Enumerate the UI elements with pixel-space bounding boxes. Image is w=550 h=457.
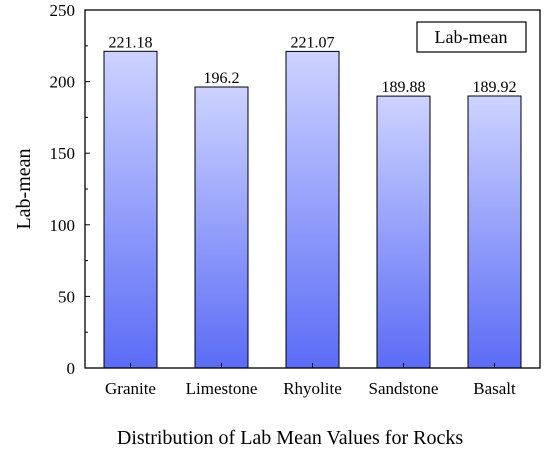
y-tick-label: 100 xyxy=(50,216,76,235)
data-labels-group: 221.18 196.2 221.07 189.88 189.92 xyxy=(109,34,517,96)
bar-sandstone xyxy=(376,95,431,369)
data-label-sandstone: 189.88 xyxy=(382,79,426,96)
bars-group xyxy=(103,50,522,369)
data-label-rhyolite: 221.07 xyxy=(291,34,335,51)
bar-limestone xyxy=(194,86,249,369)
x-axis-tick-labels: Granite Limestone Rhyolite Sandstone Basalt xyxy=(105,379,516,398)
x-tick-label-sandstone: Sandstone xyxy=(369,379,439,398)
data-label-granite: 221.18 xyxy=(109,34,153,51)
bar-basalt xyxy=(467,95,522,369)
x-axis-ticks xyxy=(130,363,495,368)
y-tick-label: 0 xyxy=(67,359,76,378)
x-tick-label-granite: Granite xyxy=(105,379,156,398)
y-axis-title: Lab-mean xyxy=(13,148,35,229)
y-tick-label: 200 xyxy=(50,73,76,92)
x-tick-label-limestone: Limestone xyxy=(186,379,258,398)
data-label-basalt: 189.92 xyxy=(473,79,517,96)
x-tick-label-basalt: Basalt xyxy=(473,379,516,398)
bar-rhyolite xyxy=(285,50,340,369)
x-axis-title: Distribution of Lab Mean Values for Rock… xyxy=(117,427,463,449)
y-axis-ticks xyxy=(85,9,90,369)
legend: Lab-mean xyxy=(416,21,527,53)
bar-granite xyxy=(103,50,158,369)
y-tick-label: 250 xyxy=(50,1,76,20)
legend-box xyxy=(416,21,527,53)
x-tick-label-rhyolite: Rhyolite xyxy=(283,379,342,398)
y-axis-tick-labels: 0 50 100 150 200 250 xyxy=(50,1,76,378)
y-tick-label: 150 xyxy=(50,144,76,163)
y-tick-label: 50 xyxy=(58,287,75,306)
legend-label: Lab-mean xyxy=(435,27,508,47)
data-label-limestone: 196.2 xyxy=(204,70,240,87)
